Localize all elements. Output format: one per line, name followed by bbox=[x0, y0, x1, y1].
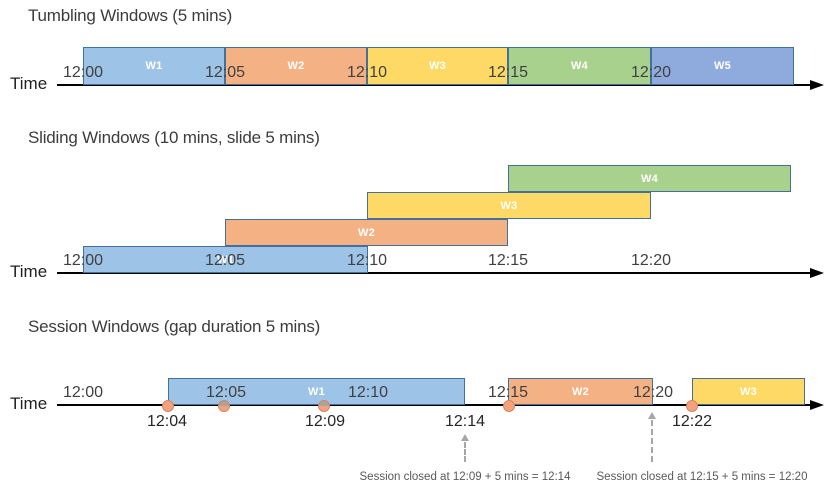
tick-label: 12:15 bbox=[487, 252, 529, 269]
event-dot bbox=[162, 400, 174, 412]
window-label: W3 bbox=[500, 199, 518, 212]
event-time-label: 12:09 bbox=[304, 413, 346, 430]
section-title-tumbling: Tumbling Windows (5 mins) bbox=[28, 6, 233, 25]
tick-label: 12:05 bbox=[204, 252, 246, 269]
window-w4: W4 bbox=[508, 47, 651, 85]
tick-label: 12:00 bbox=[62, 64, 104, 81]
section-title-session: Session Windows (gap duration 5 mins) bbox=[28, 317, 321, 336]
window-label: W3 bbox=[739, 385, 758, 398]
event-dot bbox=[686, 400, 698, 412]
tick-label: 12:00 bbox=[62, 384, 104, 401]
window-label: W2 bbox=[357, 226, 376, 239]
tick-label: 12:10 bbox=[347, 384, 389, 401]
tick-label: 12:10 bbox=[346, 252, 388, 269]
tick-label: 12:20 bbox=[632, 384, 674, 401]
window-w3: W3 bbox=[367, 192, 651, 219]
tick-label: 12:20 bbox=[630, 252, 672, 269]
window-w1: W1 bbox=[83, 246, 368, 273]
window-label: W2 bbox=[571, 385, 590, 398]
event-dot bbox=[218, 400, 230, 412]
window-w4: W4 bbox=[508, 165, 791, 192]
time-axis-caption-sliding: Time bbox=[10, 262, 48, 281]
window-w2: W2 bbox=[225, 47, 367, 85]
window-label: W2 bbox=[287, 60, 305, 72]
window-label: W5 bbox=[713, 60, 732, 72]
window-w1: W1 bbox=[168, 378, 465, 405]
section-title-sliding: Sliding Windows (10 mins, slide 5 mins) bbox=[28, 128, 320, 147]
window-label: W1 bbox=[307, 385, 326, 398]
event-time-label: 12:22 bbox=[671, 413, 713, 430]
axis-arrowhead-icon bbox=[810, 399, 824, 410]
annotation-dashed-arrow bbox=[651, 420, 653, 462]
axis-arrowhead-icon bbox=[810, 79, 824, 90]
tick-label: 12:05 bbox=[205, 384, 247, 401]
time-axis-line bbox=[57, 84, 810, 86]
window-label: W3 bbox=[428, 60, 447, 72]
window-w1: W1 bbox=[83, 47, 225, 85]
tick-label: 12:05 bbox=[204, 64, 246, 81]
tick-label: 12:20 bbox=[630, 64, 672, 81]
axis-arrowhead-icon bbox=[810, 267, 824, 278]
time-axis-caption-tumbling: Time bbox=[10, 74, 48, 93]
event-time-label: 12:04 bbox=[146, 413, 188, 430]
window-label: W4 bbox=[570, 60, 589, 72]
session-close-annotation: Session closed at 12:09 + 5 mins = 12:14 bbox=[359, 471, 571, 483]
tick-label: 12:10 bbox=[346, 64, 388, 81]
event-dot bbox=[503, 400, 515, 412]
annotation-dashed-arrow bbox=[464, 442, 466, 462]
tick-label: 12:00 bbox=[62, 252, 104, 269]
window-label: W4 bbox=[640, 172, 659, 185]
annotation-arrowhead-icon bbox=[460, 434, 469, 441]
annotation-arrowhead-icon bbox=[647, 412, 656, 419]
tick-label: 12:15 bbox=[487, 384, 529, 401]
tick-label: 12:15 bbox=[487, 64, 529, 81]
event-time-label: 12:14 bbox=[444, 413, 486, 430]
window-w3: W3 bbox=[692, 378, 805, 405]
window-w5: W5 bbox=[651, 47, 794, 85]
session-close-annotation: Session closed at 12:15 + 5 mins = 12:20 bbox=[596, 471, 808, 483]
time-axis-line bbox=[57, 272, 810, 274]
window-w3: W3 bbox=[367, 47, 508, 85]
window-w2: W2 bbox=[508, 378, 653, 405]
window-w2: W2 bbox=[225, 219, 508, 246]
time-axis-caption-session: Time bbox=[10, 394, 48, 413]
event-dot bbox=[318, 400, 330, 412]
window-label: W1 bbox=[145, 60, 163, 72]
window-label: W1 bbox=[216, 253, 235, 266]
time-axis-line bbox=[57, 404, 810, 406]
